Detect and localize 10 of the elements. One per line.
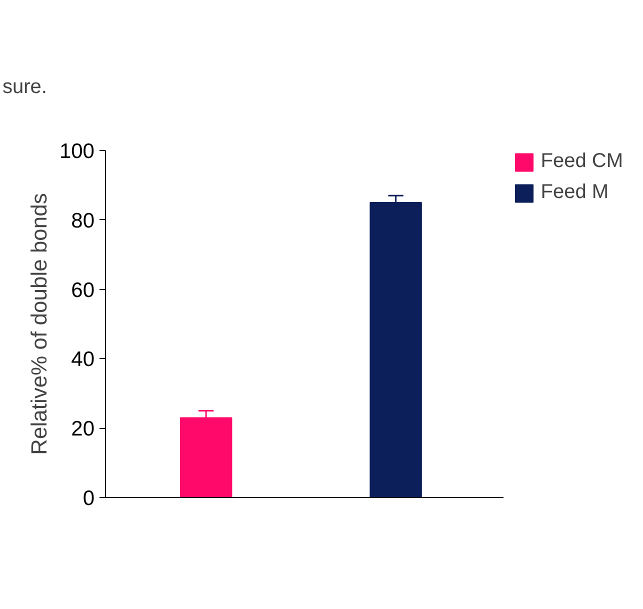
y-tick-label: 60	[71, 278, 94, 302]
y-tick-label: 20	[71, 418, 94, 441]
y-tick-label: 100	[59, 140, 95, 163]
legend-label: Feed CM	[540, 150, 623, 173]
y-tick-label: 40	[71, 348, 94, 372]
y-tick-label: 0	[82, 487, 95, 510]
y-axis-title: Relative% of double bonds	[26, 193, 52, 455]
y-tick-label: 80	[71, 209, 94, 232]
legend-label: Feed M	[540, 181, 609, 204]
text: sure.	[2, 76, 47, 98]
